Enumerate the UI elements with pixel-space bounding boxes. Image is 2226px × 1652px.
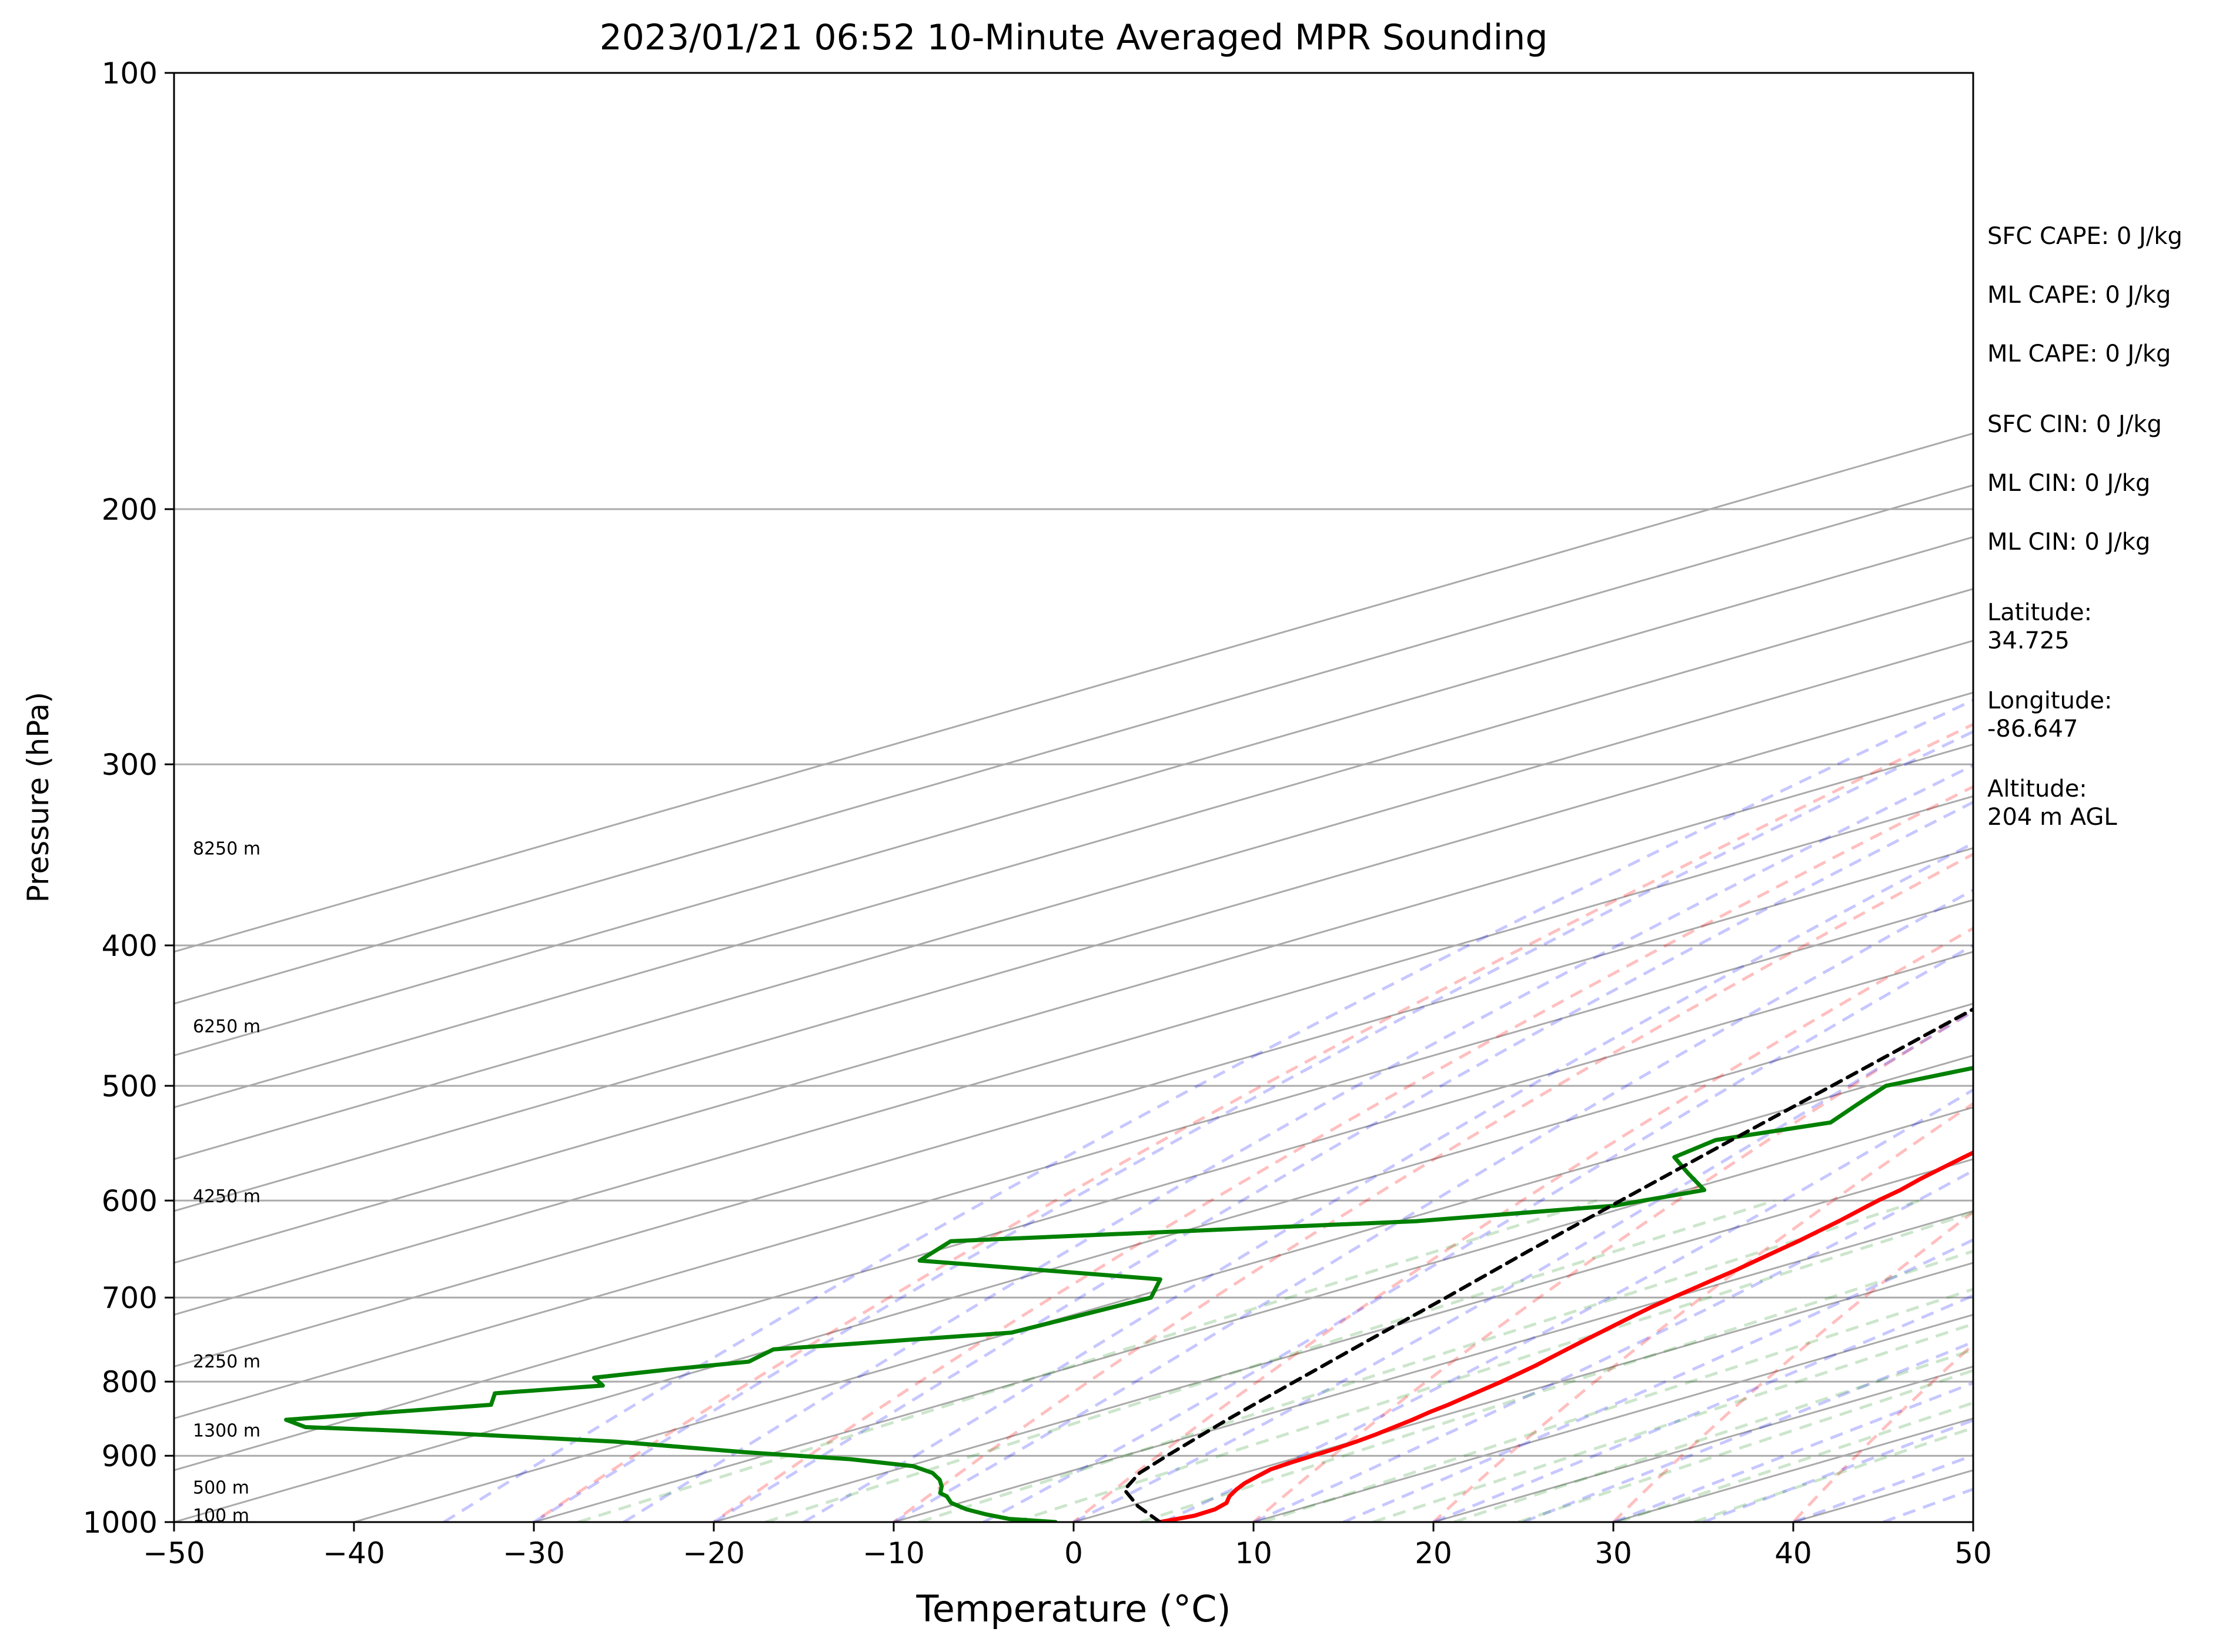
height-label: 1300 m bbox=[193, 1421, 260, 1442]
x-tick-label: −10 bbox=[863, 1536, 925, 1570]
index-text: ML CAPE: 0 J/kg bbox=[1987, 340, 2171, 367]
x-tick-label: −40 bbox=[323, 1536, 385, 1570]
isotherm-line bbox=[174, 899, 1973, 1420]
index-text: Longitude: -86.647 bbox=[1987, 687, 2113, 743]
x-tick-label: 10 bbox=[1235, 1536, 1272, 1570]
isotherm-line bbox=[174, 1002, 1973, 1522]
height-label: 100 m bbox=[193, 1506, 249, 1526]
moist-adiabat-line bbox=[713, 800, 1973, 1522]
y-tick-label: 100 bbox=[102, 56, 158, 91]
moist-adiabat-line bbox=[623, 764, 1973, 1522]
y-tick-label: 600 bbox=[102, 1184, 158, 1218]
dewpoint-trace bbox=[284, 1065, 1973, 1522]
y-tick-label: 400 bbox=[102, 929, 158, 963]
x-axis-label: Temperature (°C) bbox=[915, 1587, 1231, 1630]
isotherm-line bbox=[174, 847, 1973, 1368]
x-tick-label: −30 bbox=[503, 1536, 565, 1570]
height-label: 2250 m bbox=[193, 1352, 260, 1372]
x-tick-label: 0 bbox=[1064, 1536, 1083, 1570]
isotherm-line bbox=[174, 484, 1973, 1005]
y-tick-label: 800 bbox=[102, 1365, 158, 1399]
mixing-ratio-line bbox=[1014, 1210, 1973, 1522]
x-tick-label: 40 bbox=[1774, 1536, 1812, 1570]
x-tick-label: 50 bbox=[1954, 1536, 1992, 1570]
index-text: SFC CIN: 0 J/kg bbox=[1987, 411, 2162, 438]
moist-adiabat-line bbox=[1613, 1381, 1973, 1522]
height-label: 4250 m bbox=[193, 1186, 260, 1207]
isotherm-line bbox=[533, 1106, 1973, 1522]
isotherm-line bbox=[174, 588, 1973, 1109]
dry-adiabat-line bbox=[1611, 1210, 1973, 1522]
index-text: ML CIN: 0 J/kg bbox=[1987, 529, 2151, 556]
isotherm-line bbox=[1073, 1262, 1973, 1522]
moist-adiabat-line bbox=[1072, 1009, 1973, 1522]
isotherm-line bbox=[893, 1210, 1973, 1522]
mixing-ratio-line bbox=[918, 1199, 1921, 1522]
isotherm-line bbox=[174, 951, 1973, 1472]
isotherm-line bbox=[174, 795, 1973, 1316]
y-tick-label: 700 bbox=[102, 1281, 158, 1315]
dry-adiabat-line bbox=[891, 852, 1973, 1522]
dry-adiabat-line bbox=[1071, 927, 1973, 1522]
index-text: SFC CAPE: 0 J/kg bbox=[1987, 223, 2182, 250]
index-text: ML CAPE: 0 J/kg bbox=[1987, 282, 2171, 309]
x-tick-label: −20 bbox=[683, 1536, 745, 1570]
y-tick-label: 1000 bbox=[83, 1506, 158, 1540]
y-tick-label: 300 bbox=[102, 748, 158, 782]
index-text: Altitude: 204 m AGL bbox=[1987, 775, 2117, 831]
height-label: 8250 m bbox=[193, 839, 260, 860]
y-tick-label: 500 bbox=[102, 1069, 158, 1103]
mixing-ratio-line bbox=[1262, 1288, 1973, 1522]
x-tick-label: 20 bbox=[1415, 1536, 1452, 1570]
mixing-ratio-line bbox=[1372, 1322, 1973, 1522]
moist-adiabat-line bbox=[982, 944, 1973, 1522]
isotherm-line bbox=[174, 432, 1973, 953]
mixing-ratio-line bbox=[765, 1199, 1775, 1522]
isotherm-line bbox=[713, 1158, 1973, 1522]
height-label: 6250 m bbox=[193, 1016, 260, 1037]
mixing-ratio-line bbox=[577, 1199, 1597, 1522]
axes: −50 −40 −30 −20 −10 0 10 20 30 40 50 100 200 300 400 50… bbox=[83, 56, 1992, 1570]
index-text: Latitude: 34.725 bbox=[1987, 599, 2093, 654]
chart-title: 2023/01/21 06:52 10-Minute Averaged MPR … bbox=[600, 17, 1548, 58]
height-label: 500 m bbox=[193, 1478, 249, 1499]
mixing-ratio-line bbox=[1140, 1249, 1973, 1522]
x-tick-label: −50 bbox=[143, 1536, 205, 1570]
mixing-ratio-line bbox=[1453, 1348, 1973, 1522]
moist-adiabat-line bbox=[803, 841, 1973, 1522]
isotherm-line bbox=[174, 640, 1973, 1161]
moist-adiabat-line bbox=[443, 698, 1973, 1522]
moist-adiabat-line bbox=[1343, 1238, 1973, 1522]
y-tick-label: 900 bbox=[102, 1439, 158, 1473]
x-tick-label: 30 bbox=[1595, 1536, 1632, 1570]
isotherm-line bbox=[174, 536, 1973, 1056]
isotherm-line bbox=[353, 1054, 1973, 1522]
y-tick-label: 200 bbox=[102, 493, 158, 527]
y-axis-label: Pressure (hPa) bbox=[21, 692, 55, 903]
isotherm-line bbox=[174, 743, 1973, 1264]
moist-adiabat-line bbox=[533, 730, 1973, 1522]
isotherm-line bbox=[174, 691, 1973, 1212]
moist-adiabat-line bbox=[1523, 1340, 1973, 1522]
plot-area bbox=[174, 432, 1973, 1522]
index-text: ML CIN: 0 J/kg bbox=[1987, 470, 2151, 497]
temperature-trace bbox=[1158, 1150, 1973, 1522]
moist-adiabat-line bbox=[1162, 1088, 1973, 1522]
